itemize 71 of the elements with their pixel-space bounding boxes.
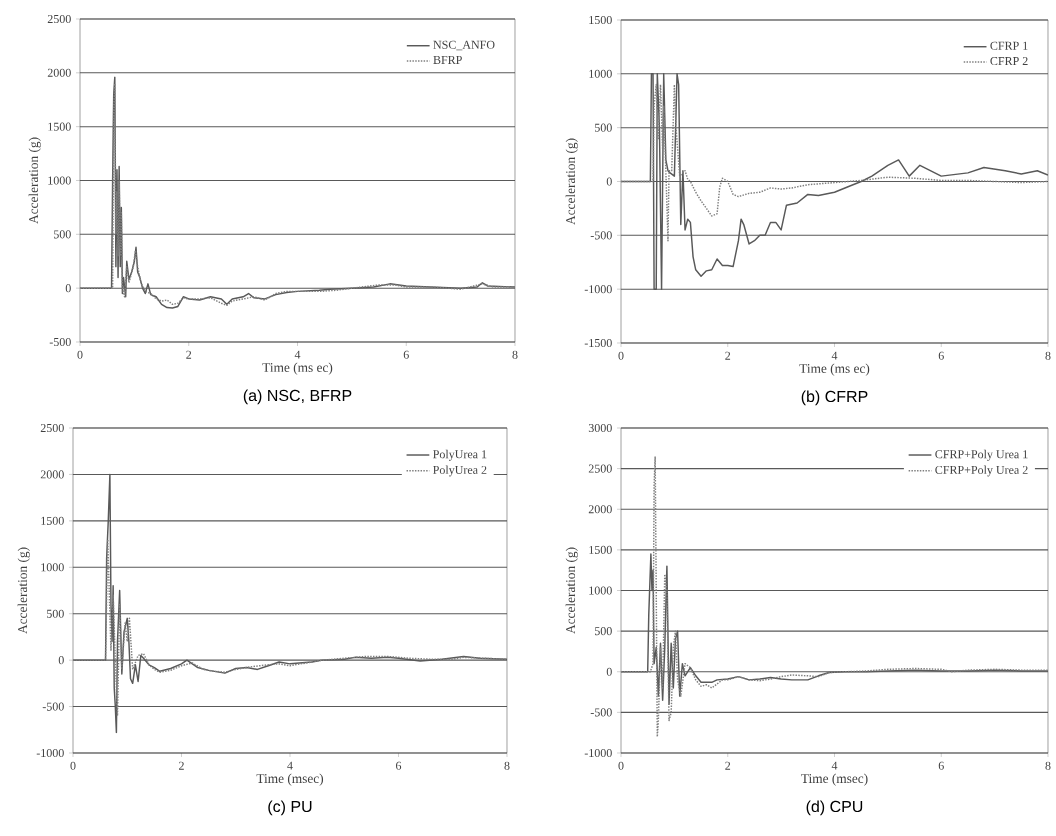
text: (b) CFRP bbox=[801, 390, 868, 406]
x-axis-title: Time (msec) bbox=[801, 773, 868, 786]
y-axis-title: Acceleration (g) bbox=[565, 138, 578, 225]
y-tick-label: 0 bbox=[58, 656, 64, 665]
x-tick-label: 4 bbox=[831, 351, 838, 360]
y-axis-title: Acceleration (g) bbox=[17, 547, 30, 634]
y-tick-label: 2500 bbox=[40, 423, 64, 433]
y-tick-label: -1000 bbox=[584, 285, 612, 294]
y-tick-label: -1000 bbox=[584, 748, 612, 758]
y-tick-label: 2000 bbox=[47, 68, 71, 77]
legend-label: NSC_ANFO bbox=[433, 40, 495, 51]
y-tick-label: -500 bbox=[42, 702, 64, 711]
legend-label: PolyUrea 2 bbox=[433, 465, 487, 477]
y-tick-label: 1500 bbox=[48, 122, 71, 131]
y-tick-label: -500 bbox=[49, 337, 71, 347]
x-tick-label: 2 bbox=[186, 350, 192, 359]
line-series bbox=[621, 83, 1048, 242]
legend-label: CFRP+Poly Urea 1 bbox=[935, 449, 1028, 461]
legend-label: PolyUrea 1 bbox=[433, 449, 487, 461]
legend-label: BFRP bbox=[433, 56, 462, 64]
y-tick-label: 1000 bbox=[41, 563, 64, 572]
y-tick-label: 1500 bbox=[589, 15, 612, 25]
x-tick-label: 2 bbox=[179, 761, 184, 770]
legend-label: CFRP 2 bbox=[990, 57, 1028, 66]
y-tick-label: 500 bbox=[594, 627, 612, 636]
x-tick-label: 8 bbox=[1045, 351, 1051, 360]
x-tick-label: 6 bbox=[403, 350, 409, 359]
y-tick-label: 1000 bbox=[589, 586, 612, 595]
y-tick-label: -500 bbox=[590, 708, 612, 717]
y-tick-label: 2500 bbox=[47, 14, 71, 24]
x-tick-label: 4 bbox=[287, 761, 293, 770]
y-tick-label: 3000 bbox=[588, 423, 612, 433]
y-tick-label: -1500 bbox=[584, 338, 612, 348]
y-tick-label: 500 bbox=[53, 230, 71, 239]
x-tick-label: 4 bbox=[831, 761, 838, 770]
y-tick-label: 2500 bbox=[588, 464, 612, 473]
legend-label: CFRP+Poly Urea 2 bbox=[935, 465, 1028, 477]
text: (d) CPU bbox=[806, 800, 863, 816]
x-tick-label: 8 bbox=[1045, 761, 1051, 770]
x-tick-label: 0 bbox=[618, 351, 624, 360]
x-tick-label: 6 bbox=[938, 351, 944, 360]
y-tick-label: 0 bbox=[606, 667, 612, 676]
y-tick-label: 1500 bbox=[41, 516, 64, 525]
x-axis-title: Time (msec) bbox=[256, 773, 324, 786]
text: (c) PU bbox=[268, 800, 312, 816]
x-tick-label: 0 bbox=[77, 350, 83, 359]
y-tick-label: 2000 bbox=[588, 505, 612, 514]
y-tick-label: 1000 bbox=[48, 176, 71, 185]
y-tick-label: -500 bbox=[590, 231, 612, 240]
x-tick-label: 4 bbox=[294, 350, 301, 359]
x-tick-label: 6 bbox=[396, 761, 402, 770]
y-tick-label: 0 bbox=[65, 284, 71, 293]
y-tick-label: 500 bbox=[46, 609, 64, 618]
legend-label: CFRP 1 bbox=[990, 41, 1028, 50]
y-tick-label: 2000 bbox=[40, 470, 64, 479]
x-axis-title: Time (ms ec) bbox=[262, 362, 333, 375]
x-tick-label: 8 bbox=[512, 350, 518, 359]
x-tick-label: 2 bbox=[725, 761, 731, 770]
y-tick-label: 1500 bbox=[589, 545, 612, 554]
y-tick-label: -1000 bbox=[36, 748, 64, 758]
y-axis-title: Acceleration (g) bbox=[28, 137, 41, 224]
y-tick-label: 0 bbox=[606, 177, 612, 186]
x-axis-title: Time (ms ec) bbox=[799, 363, 870, 376]
x-tick-label: 6 bbox=[938, 761, 944, 770]
y-tick-label: 500 bbox=[594, 123, 612, 132]
y-axis-title: Acceleration (g) bbox=[565, 547, 578, 634]
x-tick-label: 8 bbox=[504, 761, 510, 770]
text: (a) NSC, BFRP bbox=[243, 389, 352, 405]
y-tick-label: 1000 bbox=[589, 69, 612, 78]
x-tick-label: 0 bbox=[618, 761, 624, 770]
x-tick-label: 2 bbox=[725, 351, 731, 360]
